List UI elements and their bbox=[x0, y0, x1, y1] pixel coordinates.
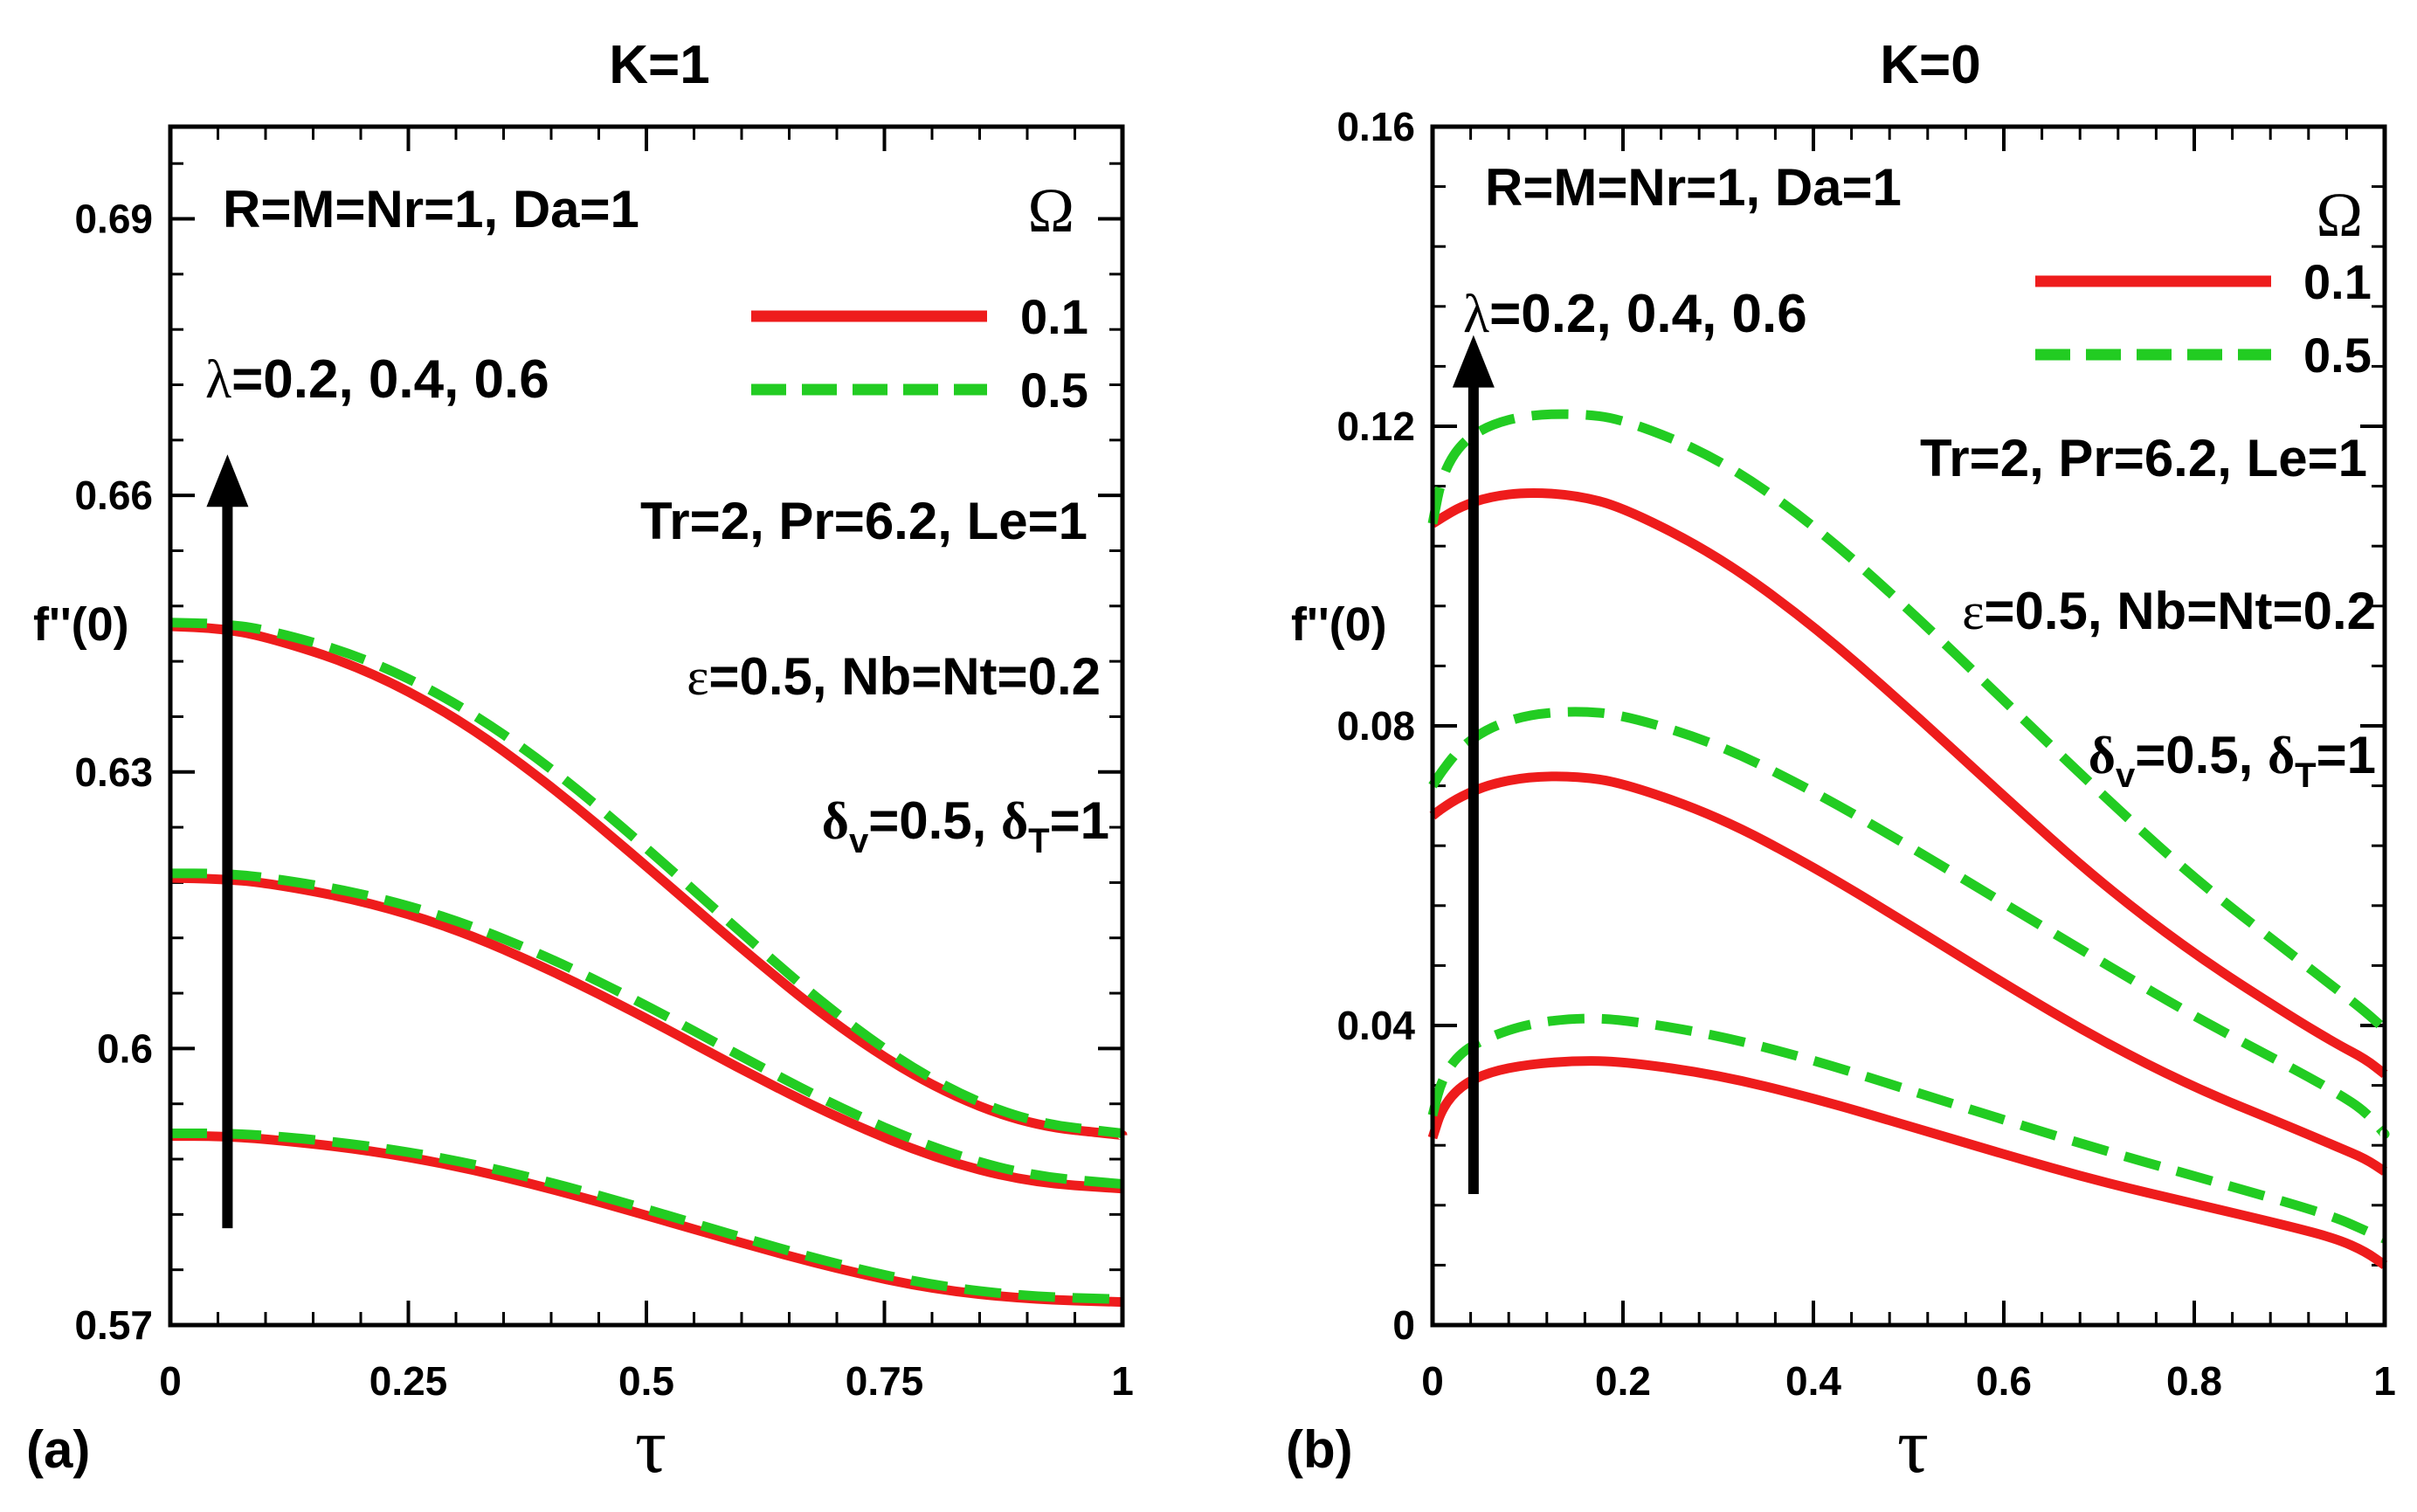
panel-b-ytick-label: 0.12 bbox=[1336, 404, 1415, 449]
panel-a-annotation-params4: δv=0.5, δT=1 bbox=[822, 791, 1109, 860]
panel-a-annotation-params2: Tr=2, Pr=6.2, Le=1 bbox=[640, 492, 1088, 550]
panel-b-annotation-params3: ε=0.5, Nb=Nt=0.2 bbox=[1962, 582, 2376, 640]
panel-a-params3-text: =0.5, Nb=Nt=0.2 bbox=[708, 647, 1101, 706]
panel-a-title: K=1 bbox=[609, 35, 709, 95]
panel-b-annotation-params2: Tr=2, Pr=6.2, Le=1 bbox=[1920, 429, 2367, 487]
panel-a-annotation-params3: ε=0.5, Nb=Nt=0.2 bbox=[687, 647, 1101, 706]
panel-b-ytick-label: 0 bbox=[1392, 1302, 1415, 1348]
panel-b-series-omega-0.1-lambda-0.6 bbox=[1430, 487, 2390, 1079]
panel-b-lambda-values: =0.2, 0.4, 0.6 bbox=[1489, 284, 1807, 344]
panel-a-xtick-label: 0.25 bbox=[369, 1358, 448, 1404]
panel-a-tick-labels: 0 0.25 0.5 0.75 1 0.57 0.6 0.63 0.66 0.69 bbox=[74, 197, 1133, 1404]
panel-b-label: (b) bbox=[1286, 1420, 1353, 1479]
panel-a-legend-label-0: 0.1 bbox=[1020, 289, 1088, 344]
panel-b-legend-label-1: 0.5 bbox=[2303, 328, 2372, 383]
panel-b-title: K=0 bbox=[1880, 35, 1980, 95]
panel-b-delta-t-value: =1 bbox=[2317, 726, 2376, 784]
panel-b-arrow-head bbox=[1452, 335, 1495, 388]
panel-a-arrow-head bbox=[206, 454, 249, 507]
panel-a-series bbox=[169, 618, 1125, 1308]
panel-b-xtick-label: 1 bbox=[2373, 1358, 2396, 1404]
panel-a-xtick-label: 0.5 bbox=[618, 1358, 674, 1404]
panel-b-delta-v-symbol: δ bbox=[2089, 727, 2116, 784]
panel-b-series-omega-0.1-lambda-0.4 bbox=[1429, 771, 2390, 1176]
panel-a-ytick-label: 0.66 bbox=[74, 473, 153, 518]
panel-b-delta-t-symbol: δ bbox=[2268, 727, 2295, 784]
panel-a-delta-v-value: =0.5, bbox=[868, 791, 1001, 850]
panel-a-ytick-label: 0.6 bbox=[97, 1025, 153, 1071]
panel-a-ytick-label: 0.63 bbox=[74, 749, 153, 795]
panel-b-xlabel: τ bbox=[1897, 1403, 1929, 1489]
panel-b-series bbox=[1427, 409, 2390, 1269]
panel-b-lambda-symbol: λ bbox=[1463, 285, 1489, 344]
panel-a-delta-t-symbol: δ bbox=[1001, 792, 1028, 850]
panel-b-series-omega-0.5-lambda-0.4 bbox=[1428, 707, 2390, 1137]
panel-b-xtick-label: 0.2 bbox=[1595, 1358, 1651, 1404]
panel-a-series-omega-0.5-lambda-0.6 bbox=[169, 618, 1123, 1138]
panel-a-ylabel: f''(0) bbox=[33, 598, 129, 651]
panel-a-delta-t-sub: T bbox=[1028, 822, 1049, 860]
panel-b-series-omega-0.5-lambda-0.6 bbox=[1427, 409, 2390, 1034]
panel-a-legend-title: Ω bbox=[1027, 176, 1074, 245]
panel-b-delta-v-value: =0.5, bbox=[2135, 726, 2268, 784]
panel-b-legend-title: Ω bbox=[2316, 180, 2363, 250]
panel-a-lambda-values: =0.2, 0.4, 0.6 bbox=[231, 349, 549, 410]
panel-a-delta-t-value: =1 bbox=[1050, 791, 1109, 850]
panel-a-xtick-label: 0.75 bbox=[846, 1358, 924, 1404]
panel-b-params3-text: =0.5, Nb=Nt=0.2 bbox=[1984, 582, 2376, 640]
panel-b-legend-label-0: 0.1 bbox=[2303, 254, 2372, 309]
panel-b-xtick-label: 0.8 bbox=[2166, 1358, 2222, 1404]
panel-a-ytick-label: 0.57 bbox=[74, 1302, 153, 1348]
panel-b-annotation-lambda: λ=0.2, 0.4, 0.6 bbox=[1463, 284, 1807, 344]
panel-b-ylabel: f''(0) bbox=[1291, 598, 1387, 651]
panel-a-legend: Ω 0.1 0.5 bbox=[751, 176, 1088, 418]
panel-a-label: (a) bbox=[26, 1420, 90, 1479]
panel-b-xtick-label: 0 bbox=[1421, 1358, 1444, 1404]
panel-b-series-omega-0.1-lambda-0.2 bbox=[1427, 1056, 2388, 1269]
panel-b-delta-t-sub: T bbox=[2295, 756, 2316, 795]
panel-a-series-omega-0.5-lambda-0.4 bbox=[170, 868, 1123, 1190]
panel-a-epsilon-symbol: ε bbox=[687, 648, 708, 706]
panel-b-lambda-arrow bbox=[1452, 335, 1495, 1194]
panel-b-delta-v-sub: v bbox=[2116, 756, 2136, 795]
panel-b-annotation-params1: R=M=Nr=1, Da=1 bbox=[1485, 158, 1902, 217]
panel-b-plot-frame bbox=[1430, 124, 2387, 1328]
panel-a-annotation-params1: R=M=Nr=1, Da=1 bbox=[223, 180, 639, 238]
panel-b: K=0 (b) τ f''(0) 0 0.2 0.4 0.6 0.8 1 0 0.04 0.08… bbox=[1286, 35, 2396, 1489]
panel-a-annotation-lambda: λ=0.2, 0.4, 0.6 bbox=[205, 349, 549, 410]
panel-b-ytick-label: 0.08 bbox=[1336, 703, 1415, 749]
panel-a-lambda-symbol: λ bbox=[205, 350, 231, 410]
panel-b-legend: Ω 0.1 0.5 bbox=[2035, 180, 2372, 383]
panel-a-lambda-arrow bbox=[206, 454, 249, 1229]
panel-b-annotation-params4: δv=0.5, δT=1 bbox=[2089, 726, 2376, 795]
panel-b-tick-labels: 0 0.2 0.4 0.6 0.8 1 0 0.04 0.08 0.12 0.16 bbox=[1336, 104, 2395, 1404]
panel-b-ytick-label: 0.16 bbox=[1336, 104, 1415, 149]
panel-a-xtick-label: 1 bbox=[1111, 1358, 1134, 1404]
panel-b-xtick-label: 0.6 bbox=[1976, 1358, 2032, 1404]
panel-a-ytick-label: 0.69 bbox=[74, 197, 153, 242]
panel-a-series-omega-0.5-lambda-0.2 bbox=[170, 1128, 1124, 1304]
panel-b-series-omega-0.5-lambda-0.2 bbox=[1427, 1013, 2387, 1244]
panel-a-series-omega-0.1-lambda-0.4 bbox=[169, 873, 1123, 1194]
panel-a-xlabel: τ bbox=[635, 1403, 666, 1489]
panel-a-legend-label-1: 0.5 bbox=[1020, 362, 1088, 418]
panel-a-plot-frame bbox=[168, 124, 1125, 1328]
panel-b-epsilon-symbol: ε bbox=[1962, 583, 1984, 640]
panel-a: K=1 (a) τ f''(0) 0 0.25 0.5 0.75 1 0.57 0.6 0.6… bbox=[26, 35, 1134, 1489]
panel-b-xtick-label: 0.4 bbox=[1785, 1358, 1841, 1404]
panel-a-xtick-label: 0 bbox=[159, 1358, 182, 1404]
panel-a-delta-v-symbol: δ bbox=[822, 792, 849, 850]
panel-a-delta-v-sub: v bbox=[849, 822, 869, 860]
panel-b-ytick-label: 0.04 bbox=[1336, 1003, 1415, 1048]
